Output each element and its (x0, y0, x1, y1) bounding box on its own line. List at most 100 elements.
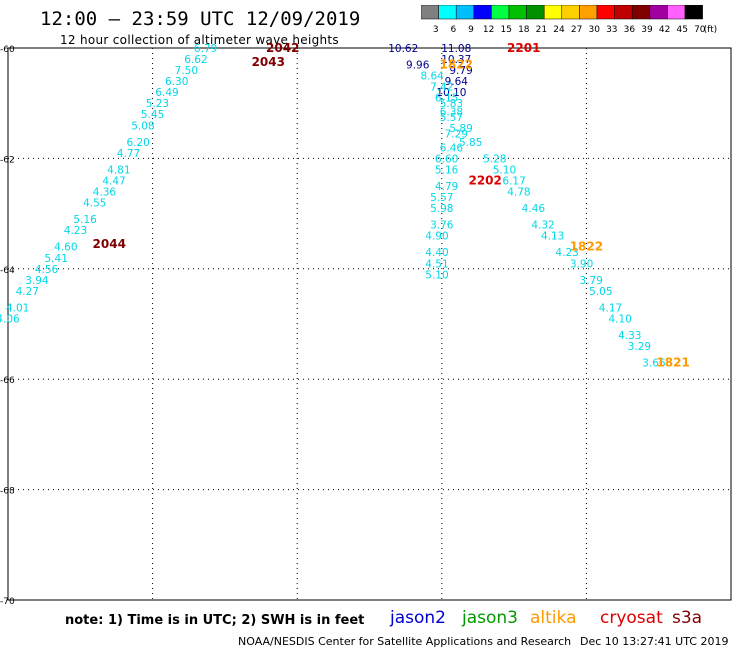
lat-tick-label: -70 (0, 597, 15, 606)
wave-height-label: 3.79 (580, 275, 603, 287)
lat-tick-label: -62 (0, 155, 15, 165)
wave-height-label: 5.10 (425, 269, 448, 281)
color-scale-legend: 3 6 9 12 15 18 21 24 27 30 33 36 39 42 45 70(ft) (421, 5, 718, 35)
wave-height-label: 4.33 (618, 330, 641, 342)
wave-height-label: 5.16 (435, 164, 459, 176)
mission-s3a: s3a (672, 608, 703, 628)
scale-label: 12 (483, 25, 494, 35)
wave-height-label: 4.77 (117, 148, 140, 160)
wave-height-label: 10.10 (436, 87, 466, 99)
wave-height-label: 4.17 (599, 302, 622, 314)
wave-height-label: 4.47 (102, 175, 125, 187)
map-plot: -180-177-174-171-168-16-60-62-64-66-68-7… (0, 41, 732, 606)
wave-height-label: 6.15 (435, 93, 458, 105)
wave-height-label: 3.76 (430, 220, 454, 232)
wave-height-label: 5.45 (141, 109, 164, 121)
wave-height-label: 6.30 (165, 76, 188, 88)
wave-height-label: 4.81 (107, 164, 130, 176)
wave-height-label: 4.40 (425, 247, 448, 259)
pass-time-label: 2201 (507, 41, 540, 55)
scale-label: 33 (606, 25, 617, 35)
scale-label: 18 (518, 25, 530, 35)
wave-height-label: 4.78 (507, 187, 530, 199)
lat-tick-label: -68 (0, 487, 15, 497)
scale-swatch (684, 5, 703, 20)
footer-timestamp: Dec 10 13:27:41 UTC 2019 (580, 635, 729, 648)
wave-height-label: 6.60 (435, 153, 458, 165)
wave-height-label: 4.13 (541, 231, 564, 243)
wave-height-label: 5.23 (146, 98, 169, 110)
page-subtitle: 12 hour collection of altimeter wave hei… (60, 33, 339, 47)
pass-time-label: 1822 (440, 58, 473, 72)
wave-height-label: 5.57 (440, 112, 463, 124)
wave-height-label: 4.56 (35, 264, 59, 276)
wave-height-label: 4.23 (555, 247, 578, 259)
wave-height-label: 6.46 (440, 142, 464, 154)
wave-height-label: 3.29 (628, 341, 651, 353)
lat-tick-label: -64 (0, 266, 15, 276)
wave-height-label: 7.29 (445, 129, 468, 141)
lat-tick-label: -66 (0, 376, 15, 386)
pass-time-label: 1821 (656, 356, 689, 370)
scale-label: 42 (659, 25, 670, 35)
wave-height-label: 4.27 (16, 286, 39, 298)
wave-height-label: 5.98 (430, 203, 453, 215)
wave-height-label: 6.38 (440, 106, 463, 118)
wave-height-label: 6.20 (126, 137, 149, 149)
wave-height-label: 3.66 (642, 358, 666, 370)
wave-height-label: 5.89 (449, 123, 472, 135)
wave-height-label: 9.79 (449, 65, 472, 77)
scale-label: 9 (468, 25, 474, 35)
mission-jason2: jason2 (390, 608, 446, 628)
wave-height-label: 5.08 (131, 120, 154, 132)
wave-height-label: 4.90 (425, 231, 448, 243)
mission-jason3: jason3 (462, 608, 518, 628)
scale-label: 36 (624, 25, 636, 35)
wave-height-label: 5.85 (459, 137, 482, 149)
wave-height-label: 3.90 (570, 258, 593, 270)
wave-height-label: 6.49 (155, 87, 178, 99)
footer-note: note: 1) Time is in UTC; 2) SWH is in fe… (65, 613, 365, 628)
wave-height-label: 6.62 (184, 54, 207, 66)
wave-height-label: 5.83 (440, 98, 463, 110)
wave-height-label: 4.32 (531, 220, 554, 232)
wave-height-label: 4.23 (64, 225, 87, 237)
wave-height-label: 6.79 (194, 43, 217, 55)
wave-height-label: 11.08 (441, 43, 471, 55)
scale-label: 39 (641, 25, 653, 35)
wave-height-label: 6.17 (502, 175, 525, 187)
wave-height-label: 4.60 (54, 242, 77, 254)
pass-time-label: 1822 (570, 240, 603, 254)
pass-time-label: 2043 (252, 55, 285, 69)
scale-label: 21 (536, 25, 547, 35)
wave-height-label: 5.16 (73, 214, 97, 226)
mission-cryosat: cryosat (600, 608, 663, 628)
pass-time-label: 2202 (468, 173, 501, 187)
pass-time-label: 2044 (93, 237, 126, 251)
wave-height-label: 4.06 (0, 313, 20, 325)
footer-credit: NOAA/NESDIS Center for Satellite Applica… (238, 635, 572, 648)
wave-height-label: 5.41 (45, 253, 68, 265)
wave-height-label: 4.55 (83, 198, 106, 210)
scale-label: 3 (433, 25, 439, 35)
wave-height-label: 4.01 (6, 302, 29, 314)
scale-label: 45 (676, 25, 687, 35)
wave-height-label: 10.62 (388, 43, 418, 55)
scale-label: 24 (553, 25, 565, 35)
wave-height-label: 4.36 (93, 187, 117, 199)
wave-height-label: 7.50 (175, 65, 198, 77)
wave-height-label: 4.46 (522, 203, 546, 215)
map-frame (7, 47, 732, 601)
wave-height-label: 5.57 (430, 192, 453, 204)
wave-height-label: 8.64 (420, 71, 444, 83)
scale-label: 30 (588, 25, 600, 35)
scale-unit: (ft) (704, 25, 718, 35)
wave-height-label: 10.37 (441, 54, 471, 66)
scale-label: 70 (694, 25, 706, 35)
wave-height-label: 7.42 (430, 82, 453, 94)
scale-label: 6 (451, 25, 457, 35)
scale-label: 15 (500, 25, 511, 35)
page-title: 12:00 – 23:59 UTC 12/09/2019 (40, 8, 361, 30)
wave-height-label: 4.79 (435, 181, 458, 193)
wave-height-label: 9.64 (445, 76, 469, 88)
